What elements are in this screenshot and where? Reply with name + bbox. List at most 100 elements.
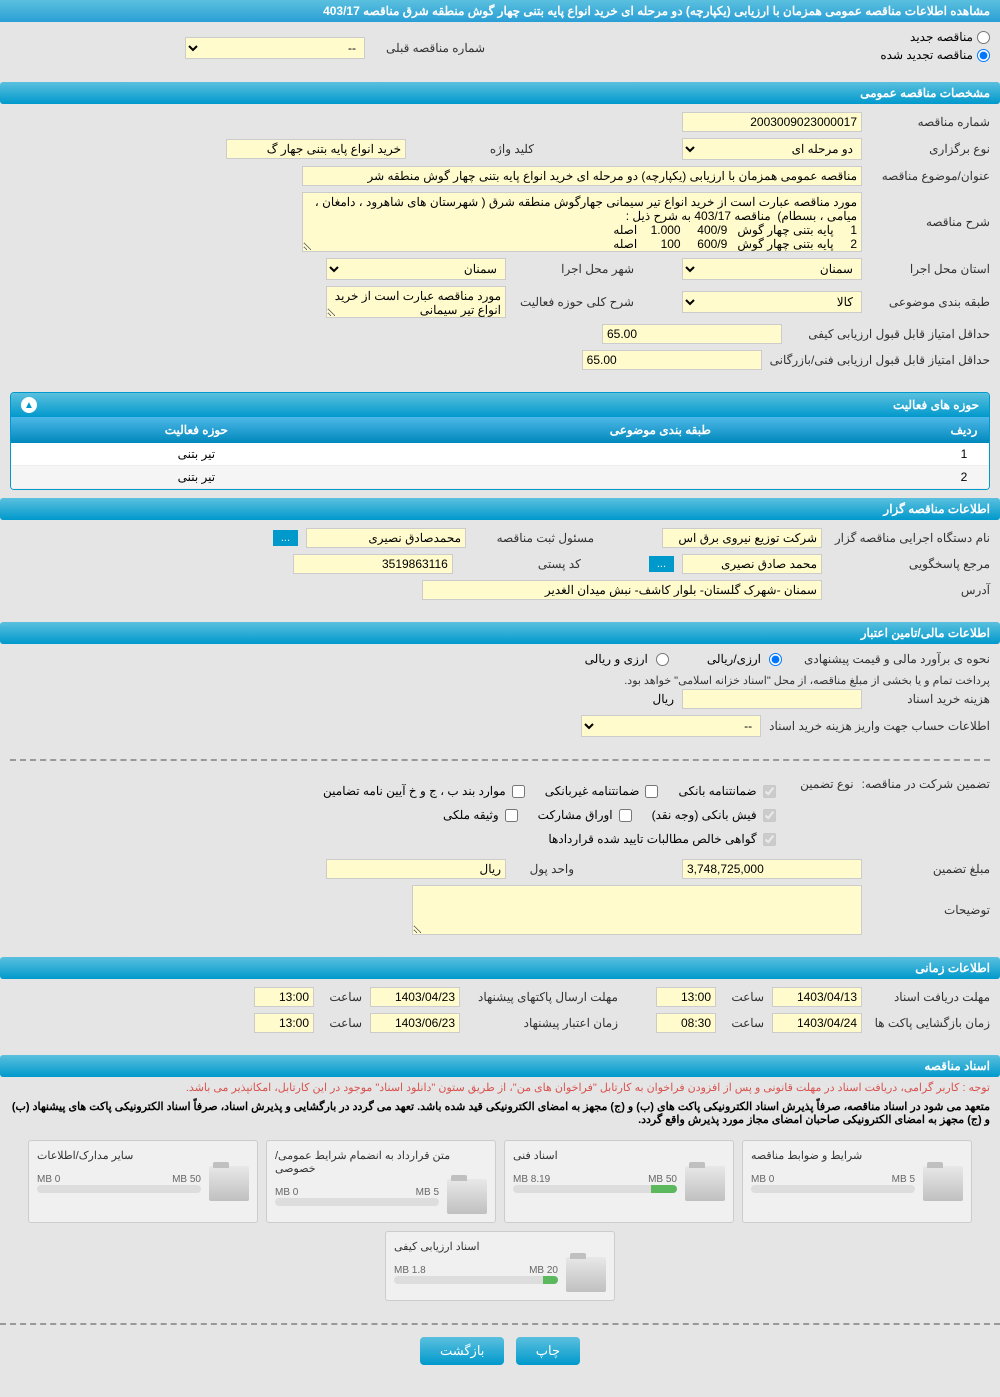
folder-icon (566, 1257, 606, 1292)
notes-label: توضیحات (870, 903, 990, 917)
doc-used: 0 MB (275, 1187, 298, 1198)
section-general: مشخصات مناقصه عمومی (0, 82, 1000, 104)
radio-currency[interactable] (656, 653, 669, 666)
receive-time[interactable] (656, 987, 716, 1007)
collapse-icon[interactable]: ▲ (21, 397, 37, 413)
doc-used: 1.8 MB (394, 1265, 426, 1276)
radio-renewed[interactable] (977, 49, 990, 62)
send-time[interactable] (254, 987, 314, 1007)
contact-more-button[interactable]: ... (649, 556, 674, 572)
doc-title: متن قرارداد به انضمام شرایط عمومی/خصوصی (275, 1149, 487, 1175)
contact-label: مرجع پاسخگویی (830, 557, 990, 571)
address-input[interactable] (422, 580, 822, 600)
activity-desc-input[interactable] (326, 286, 506, 318)
progress-bar (37, 1185, 201, 1193)
doc-box[interactable]: متن قرارداد به انضمام شرایط عمومی/خصوصی … (266, 1140, 496, 1223)
valid-time-label: ساعت (322, 1016, 362, 1030)
tech-score-label: حداقل امتیاز قابل قبول ارزیابی فنی/بازرگ… (770, 353, 990, 367)
valid-date[interactable] (370, 1013, 460, 1033)
open-date[interactable] (772, 1013, 862, 1033)
manager-input[interactable] (306, 528, 466, 548)
cb-property[interactable] (505, 809, 518, 822)
keyword-input[interactable] (226, 139, 406, 159)
desc-textarea[interactable] (302, 192, 862, 252)
payment-note: پرداخت تمام و یا بخشی از مبلغ مناقصه، از… (10, 672, 990, 689)
cb-stocks-label: اوراق مشارکت (538, 808, 613, 822)
section-financial: اطلاعات مالی/تامین اعتبار (0, 622, 1000, 644)
radio-new-label: مناقصه جدید (910, 30, 973, 44)
radio-rial[interactable] (769, 653, 782, 666)
doc-cost-label: هزینه خرید اسناد (870, 692, 990, 706)
cb-fish-label: فیش بانکی (وجه نقد) (652, 808, 757, 822)
tech-score-input[interactable] (582, 350, 762, 370)
org-input[interactable] (662, 528, 822, 548)
doc-title: اسناد فنی (513, 1149, 725, 1162)
cb-certified[interactable] (763, 833, 776, 846)
receive-label: مهلت دریافت اسناد (870, 990, 990, 1004)
table-row: 1تیر بتنی (11, 443, 989, 466)
account-label: اطلاعات حساب جهت واریز هزینه خرید اسناد (769, 719, 990, 733)
prev-num-label: شماره مناقصه قبلی (365, 41, 485, 55)
prev-num-select[interactable]: -- (185, 37, 365, 59)
doc-box[interactable]: اسناد ارزیابی کیفی 20 MB 1.8 MB (385, 1231, 615, 1301)
postal-input[interactable] (293, 554, 453, 574)
type-select[interactable]: دو مرحله ای (682, 138, 862, 160)
doc-max: 20 MB (529, 1265, 558, 1276)
doc-box[interactable]: سایر مدارک/اطلاعات 50 MB 0 MB (28, 1140, 258, 1223)
amount-input[interactable] (682, 859, 862, 879)
quality-score-input[interactable] (602, 324, 782, 344)
province-label: استان محل اجرا (870, 262, 990, 276)
radio-renewed-label: مناقصه تجدید شده (880, 48, 973, 62)
print-button[interactable]: چاپ (516, 1337, 580, 1365)
category-select[interactable]: کالا (682, 291, 862, 313)
receive-date[interactable] (772, 987, 862, 1007)
unit-input[interactable] (326, 859, 506, 879)
folder-icon (923, 1166, 963, 1201)
cb-bylaw[interactable] (512, 785, 525, 798)
province-select[interactable]: سمنان (682, 258, 862, 280)
open-time[interactable] (656, 1013, 716, 1033)
manager-more-button[interactable]: ... (273, 530, 298, 546)
radio-currency-label: ارزی و ریالی (585, 652, 648, 666)
note1: توجه : کاربر گرامی، دریافت اسناد در مهلت… (0, 1077, 1000, 1098)
subject-input[interactable] (302, 166, 862, 186)
doc-used: 8.19 MB (513, 1174, 550, 1185)
category-label: طبقه بندی موضوعی (870, 295, 990, 309)
tender-num-label: شماره مناقصه (870, 115, 990, 129)
doc-used: 0 MB (751, 1174, 774, 1185)
send-time-label: ساعت (322, 990, 362, 1004)
unit-label: واحد پول (514, 862, 574, 876)
th-field: حوزه فعالیت (11, 417, 382, 443)
notes-textarea[interactable] (412, 885, 862, 935)
cb-fish[interactable] (763, 809, 776, 822)
doc-box[interactable]: اسناد فنی 50 MB 8.19 MB (504, 1140, 734, 1223)
send-date[interactable] (370, 987, 460, 1007)
cb-nonbank[interactable] (645, 785, 658, 798)
radio-new[interactable] (977, 31, 990, 44)
subject-label: عنوان/موضوع مناقصه (870, 169, 990, 183)
guarantee-label: تضمین شرکت در مناقصه: (862, 777, 990, 791)
doc-used: 0 MB (37, 1174, 60, 1185)
doc-box[interactable]: شرایط و ضوابط مناقصه 5 MB 0 MB (742, 1140, 972, 1223)
section-timing: اطلاعات زمانی (0, 957, 1000, 979)
doc-cost-input[interactable] (682, 689, 862, 709)
address-label: آدرس (830, 583, 990, 597)
account-select[interactable]: -- (581, 715, 761, 737)
progress-bar (513, 1185, 677, 1193)
receive-time-label: ساعت (724, 990, 764, 1004)
type-label: نوع برگزاری (870, 142, 990, 156)
open-time-label: ساعت (724, 1016, 764, 1030)
cb-bank[interactable] (763, 785, 776, 798)
open-label: زمان بازگشایی پاکت ها (870, 1016, 990, 1030)
manager-label: مسئول ثبت مناقصه (474, 531, 594, 545)
postal-label: کد پستی (461, 557, 581, 571)
city-select[interactable]: سمنان (326, 258, 506, 280)
progress-bar (394, 1276, 558, 1284)
valid-time[interactable] (254, 1013, 314, 1033)
contact-input[interactable] (682, 554, 822, 574)
valid-label: زمان اعتبار پیشنهاد (468, 1016, 618, 1030)
cb-bank-label: ضمانتنامه بانکی (678, 784, 756, 798)
back-button[interactable]: بازگشت (420, 1337, 504, 1365)
cb-stocks[interactable] (619, 809, 632, 822)
tender-num-input[interactable] (682, 112, 862, 132)
